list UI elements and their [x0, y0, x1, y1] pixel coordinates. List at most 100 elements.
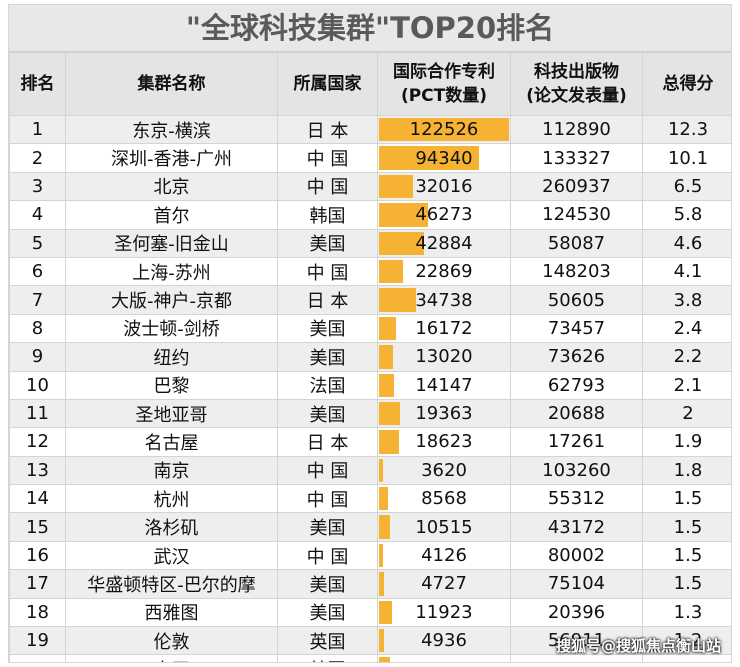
score-cell: 5.8: [642, 200, 731, 230]
score-cell: 3.8: [642, 285, 731, 315]
table-row: 18 西雅图 美国 11923 20396 1.3: [9, 597, 731, 628]
cluster-name-cell: 首尔: [65, 200, 278, 230]
table-row: 13 南京中 国 3620 103260 1.8: [9, 455, 731, 486]
table-row: 7 大版-神户-京都日 本 34738 50605 3.8: [9, 285, 731, 315]
header-pub-line2: (论文发表量): [526, 86, 627, 106]
cluster-name-cell: 北京: [65, 171, 278, 202]
pct-data-bar: [379, 600, 392, 625]
table-row: 10 巴黎 法国 14147 62793 2.1: [9, 370, 731, 400]
cluster-name-cell: 洛杉矶: [65, 512, 278, 542]
cluster-name-cell: 武汉: [65, 540, 278, 571]
cluster-name-cell: 西雅图: [65, 597, 278, 628]
publications-cell: 148203: [510, 256, 643, 287]
cluster-name-cell: 名古屋: [65, 427, 278, 457]
table-row: 1 东京-横滨日 本 122526 112890 12.3: [9, 114, 731, 145]
pct-data-bar: [379, 629, 385, 653]
pct-value: 11923: [415, 601, 473, 623]
pct-cell: 3620: [377, 455, 511, 486]
pct-value: 42884: [415, 232, 473, 254]
country-cell: 中 国: [277, 540, 378, 571]
table-row: 2 深圳-香港-广州中 国 94340 133327 10.1: [9, 143, 731, 173]
rank-cell: 4: [9, 200, 66, 230]
score-cell: 1.5: [642, 512, 731, 542]
rank-cell: 1: [9, 114, 66, 145]
publications-cell: 80002: [510, 540, 643, 571]
header-rank: 排名: [9, 52, 66, 116]
publications-cell: 73457: [510, 313, 643, 344]
score-cell: 1.9: [642, 427, 731, 457]
country-cell: 美国: [277, 342, 378, 372]
table-row: 14 杭州中 国 8568 55312 1.5: [9, 484, 731, 514]
pct-data-bar: [379, 515, 391, 539]
table-row: 6 上海-苏州中 国 22869 148203 4.1: [9, 256, 731, 287]
cluster-name-cell: 华盛顿特区-巴尔的摩: [65, 569, 278, 599]
cluster-name-cell: 东京-横滨: [65, 114, 278, 145]
publications-cell: 50605: [510, 285, 643, 315]
pct-cell: 11923: [377, 597, 511, 628]
pct-value: 3620: [421, 459, 467, 481]
table-body: 1 东京-横滨日 本 122526 112890 12.3 2 深圳-香港-广州中 国 943…: [9, 114, 731, 662]
header-pct: 国际合作专利 (PCT数量): [377, 52, 511, 116]
publications-cell: 62793: [510, 370, 643, 400]
score-cell: 1.8: [642, 455, 731, 486]
rank-cell: 15: [9, 512, 66, 542]
cluster-name-cell: 纽约: [65, 342, 278, 372]
pct-data-bar: [379, 231, 425, 255]
country-cell: 美国: [277, 512, 378, 542]
table-row: 16 武汉中 国 4126 80002 1.5: [9, 540, 731, 571]
pct-value: 14147: [415, 374, 473, 396]
country-cell: 美国: [277, 597, 378, 628]
country-cell: 美国: [277, 313, 378, 344]
country-cell: 中 国: [277, 171, 378, 202]
cluster-name-cell: 圣何塞-旧金山: [65, 228, 278, 258]
country-cell: 美国: [277, 569, 378, 599]
watermark-text: 搜狐号@搜狐焦点衡山站: [555, 637, 721, 655]
pct-value: 4126: [421, 545, 467, 567]
score-cell: 10.1: [642, 143, 731, 173]
country-cell: 日 本: [277, 285, 378, 315]
publications-cell: 73626: [510, 342, 643, 372]
publications-cell: 20688: [510, 398, 643, 429]
publications-cell: 58087: [510, 228, 643, 258]
publications-cell: 17261: [510, 427, 643, 457]
rank-cell: 17: [9, 569, 66, 599]
rank-cell: 2: [9, 143, 66, 173]
pct-data-bar: [379, 458, 383, 483]
pct-data-bar: [379, 288, 416, 312]
pct-data-bar: [379, 146, 480, 170]
score-cell: 1.5: [642, 484, 731, 514]
table-row: 17 华盛顿特区-巴尔的摩 美国 4727 75104 1.5: [9, 569, 731, 599]
pct-data-bar: [379, 259, 404, 284]
cluster-name-cell: 巴黎: [65, 370, 278, 400]
pct-value: 34738: [415, 289, 473, 311]
pct-value: 10286: [415, 659, 472, 662]
country-cell: 英国: [277, 626, 378, 656]
publications-cell: 55312: [510, 484, 643, 514]
publications-cell: 103260: [510, 455, 643, 486]
pct-cell: 4126: [377, 540, 511, 571]
publications-cell: 43172: [510, 512, 643, 542]
pct-data-bar: [379, 657, 390, 662]
cluster-name-cell: 南京: [65, 455, 278, 486]
pct-data-bar: [379, 316, 397, 341]
pct-value: 122526: [409, 119, 479, 141]
score-cell: 12.3: [642, 114, 731, 145]
rank-cell: 16: [9, 540, 66, 571]
score-cell: 2: [642, 398, 731, 429]
pct-data-bar: [379, 118, 509, 142]
rank-cell: 12: [9, 427, 66, 457]
rank-cell: 5: [9, 228, 66, 258]
rank-cell: 13: [9, 455, 66, 486]
table-row: 12 名古屋日 本 18623 17261 1.9: [9, 427, 731, 457]
pct-data-bar: [379, 543, 384, 568]
pct-cell: 14147: [377, 370, 511, 400]
table-row: 5 圣何塞-旧金山 美国 42884 58087 4.6: [9, 228, 731, 258]
header-cluster-name: 集群名称: [65, 52, 278, 116]
pct-cell: 122526: [377, 114, 511, 145]
publications-cell: 124530: [510, 200, 643, 230]
pct-data-bar: [379, 174, 413, 199]
table-row: 15 洛杉矶 美国 10515 43172 1.5: [9, 512, 731, 542]
pct-value: 16172: [415, 317, 473, 339]
score-cell: 4.1: [642, 256, 731, 287]
header-publications: 科技出版物 (论文发表量): [510, 52, 643, 116]
